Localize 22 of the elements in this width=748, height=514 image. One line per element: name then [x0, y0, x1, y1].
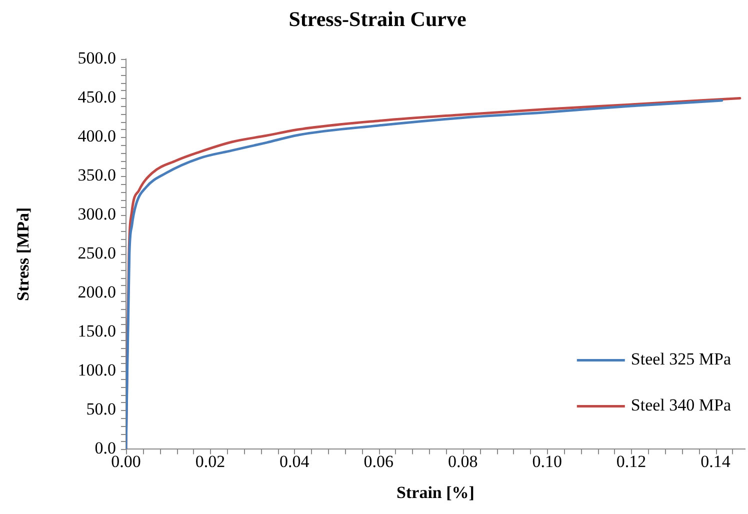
- y-tick-label: 500.0: [78, 48, 116, 68]
- chart-title: Stress-Strain Curve: [288, 7, 466, 32]
- x-tick-label: 0.10: [532, 452, 562, 471]
- y-tick-label: 450.0: [78, 88, 116, 107]
- x-tick-label: 0.08: [448, 452, 478, 471]
- x-tick-label: 0.14: [700, 452, 731, 471]
- y-tick-label: 300.0: [78, 204, 116, 224]
- x-tick-label: 0.02: [195, 452, 226, 471]
- legend-label: Steel 325 MPa: [630, 350, 732, 369]
- x-tick-label: 0.04: [280, 452, 310, 471]
- y-tick-label: 150.0: [78, 322, 116, 341]
- y-tick-label: 400.0: [78, 126, 116, 146]
- x-tick-label: 0.06: [364, 452, 394, 471]
- x-tick-label: 0.12: [616, 452, 646, 471]
- y-tick-label: 350.0: [78, 166, 116, 185]
- y-tick-label: 50.0: [86, 400, 116, 419]
- y-axis-title: Stress [MPa]: [14, 207, 33, 302]
- y-tick-label: 100.0: [78, 360, 116, 380]
- y-tick-label: 200.0: [78, 282, 116, 302]
- x-axis-title: Strain [%]: [396, 483, 474, 502]
- legend-label: Steel 340 MPa: [630, 396, 732, 415]
- y-tick-label: 250.0: [78, 244, 116, 263]
